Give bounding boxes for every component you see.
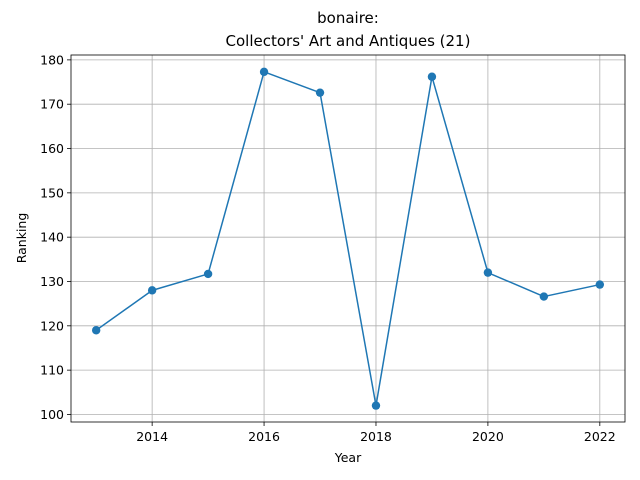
y-tick-label: 140 (40, 230, 64, 245)
chart-title-line-2: Collectors' Art and Antiques (21) (226, 32, 471, 50)
y-tick-label: 180 (40, 52, 64, 67)
plot-border (70, 54, 626, 423)
x-tick-label: 2014 (136, 429, 168, 444)
y-tick-label: 170 (40, 97, 64, 112)
data-point-2019 (427, 72, 437, 81)
y-tick-label: 160 (40, 141, 64, 156)
plot-frame (70, 54, 626, 423)
axis-ticks: 2014 2016 2018 2020 2022 100 110 120 130 140 150 16… (40, 52, 616, 444)
y-axis-label: Ranking (14, 213, 29, 264)
data-point-2016 (259, 67, 269, 77)
y-tick-label: 150 (40, 185, 64, 200)
x-axis-label: Year (334, 450, 362, 465)
data-point-2015 (203, 269, 213, 279)
chart-title-line-1: bonaire: (317, 9, 379, 27)
data-point-2014 (147, 286, 157, 295)
series-layer (91, 67, 605, 410)
data-point-2018 (371, 401, 381, 410)
y-tick-label: 120 (40, 318, 64, 333)
data-point-2020 (483, 268, 493, 277)
x-tick-label: 2020 (472, 429, 504, 444)
y-tick-label: 130 (40, 274, 64, 289)
series-line (95, 71, 601, 407)
data-point-2017 (315, 88, 325, 97)
x-tick-label: 2018 (360, 429, 392, 444)
x-tick-label: 2022 (584, 429, 616, 444)
data-point-2021 (539, 292, 549, 301)
data-point-2013 (91, 326, 101, 335)
y-tick-label: 110 (40, 363, 64, 378)
gridlines (71, 55, 625, 422)
x-tick-label: 2016 (248, 429, 280, 444)
y-tick-label: 100 (40, 407, 64, 422)
data-point-2022 (595, 280, 605, 289)
